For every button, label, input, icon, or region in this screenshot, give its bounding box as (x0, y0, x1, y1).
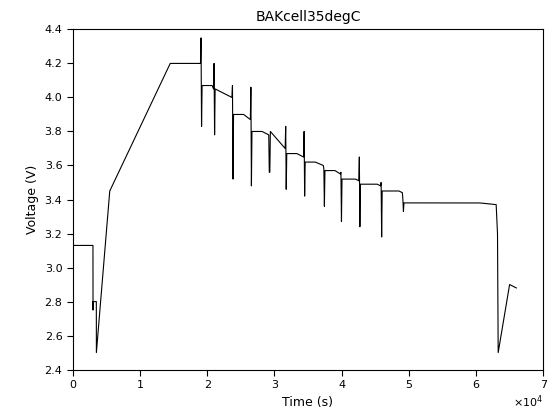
Title: BAKcell35degC: BAKcell35degC (255, 10, 361, 24)
Y-axis label: Voltage (V): Voltage (V) (26, 165, 39, 234)
Text: $\times10^4$: $\times10^4$ (513, 394, 543, 410)
X-axis label: Time (s): Time (s) (282, 396, 334, 409)
